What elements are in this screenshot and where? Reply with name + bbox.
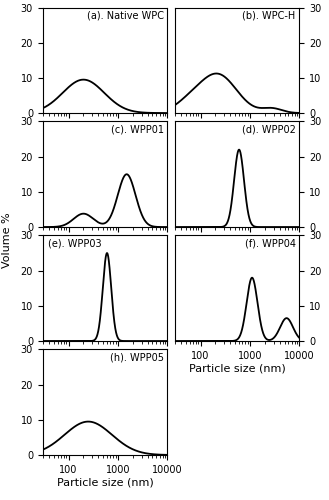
Text: (b). WPC-H: (b). WPC-H (242, 10, 296, 20)
X-axis label: Particle size (nm): Particle size (nm) (57, 478, 153, 488)
Text: (f). WPP04: (f). WPP04 (245, 238, 296, 248)
Text: (c). WPP01: (c). WPP01 (111, 124, 164, 134)
Text: (h). WPP05: (h). WPP05 (110, 352, 164, 362)
X-axis label: Particle size (nm): Particle size (nm) (189, 364, 286, 374)
Text: (e). WPP03: (e). WPP03 (48, 238, 101, 248)
Text: Volume %: Volume % (2, 212, 12, 268)
Text: (a). Native WPC: (a). Native WPC (87, 10, 164, 20)
Text: (d). WPP02: (d). WPP02 (242, 124, 296, 134)
